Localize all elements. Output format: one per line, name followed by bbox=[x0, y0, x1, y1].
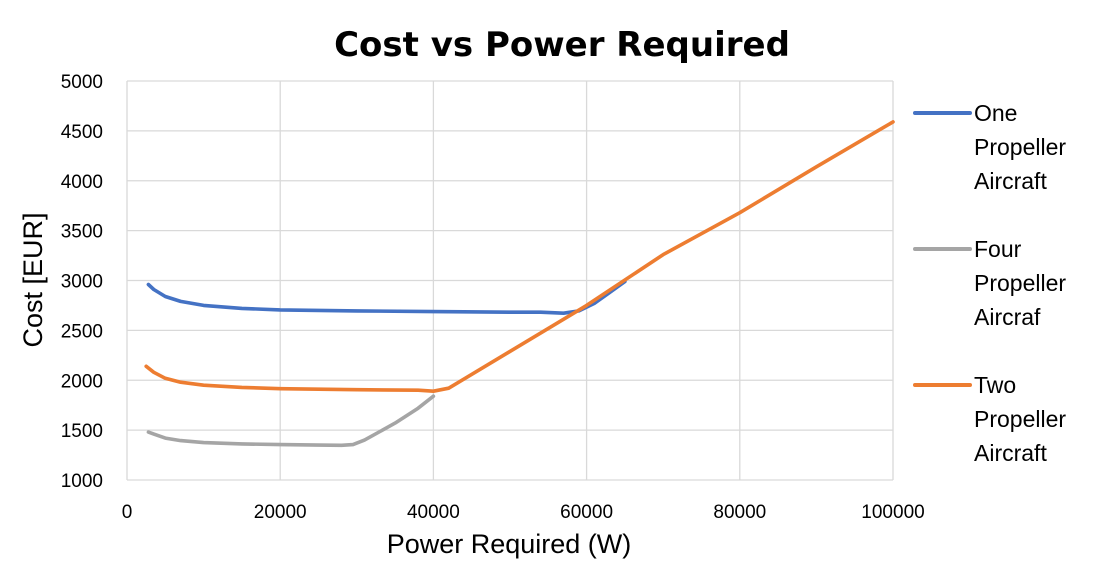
y-tick-label: 2500 bbox=[61, 321, 103, 342]
x-tick-label: 0 bbox=[122, 502, 133, 523]
x-axis-label: Power Required (W) bbox=[387, 529, 632, 559]
x-tick-label: 60000 bbox=[560, 502, 613, 523]
legend-label: Two bbox=[974, 372, 1016, 398]
y-tick-label: 4500 bbox=[61, 122, 103, 143]
gridlines bbox=[126, 80, 894, 481]
y-tick-label: 2000 bbox=[61, 371, 103, 392]
legend-label: Aircraft bbox=[974, 440, 1047, 466]
x-tick-label: 40000 bbox=[407, 502, 460, 523]
legend-label: Propeller bbox=[974, 406, 1066, 432]
y-axis-label: Cost [EUR] bbox=[18, 212, 48, 347]
y-tick-label: 5000 bbox=[61, 72, 103, 93]
legend-label: Aircraft bbox=[974, 168, 1047, 194]
x-tick-label: 80000 bbox=[713, 502, 766, 523]
y-tick-label: 3500 bbox=[61, 222, 103, 243]
legend-label: Four bbox=[974, 236, 1022, 262]
legend: One Propeller Aircraft Four Propeller Aircraf… bbox=[913, 100, 1066, 466]
legend-label: One bbox=[974, 100, 1017, 126]
chart-title: Cost vs Power Required bbox=[334, 25, 790, 65]
y-tick-label: 4000 bbox=[61, 172, 103, 193]
x-tick-label: 100000 bbox=[861, 502, 924, 523]
y-tick-label: 1500 bbox=[61, 421, 103, 442]
legend-label: Propeller bbox=[974, 134, 1066, 160]
series-line-0 bbox=[146, 279, 627, 316]
x-tick-labels: 0 20000 40000 60000 80000 100000 bbox=[122, 502, 925, 523]
legend-label: Aircraf bbox=[974, 304, 1041, 330]
y-tick-label: 3000 bbox=[61, 272, 103, 293]
y-tick-labels: 1000 1500 2000 2500 3000 3500 4000 4500 5000 bbox=[61, 72, 103, 492]
x-tick-label: 20000 bbox=[254, 502, 307, 523]
legend-label: Propeller bbox=[974, 270, 1066, 296]
series-line-2 bbox=[144, 120, 895, 394]
y-tick-label: 1000 bbox=[61, 471, 103, 492]
series-line-1 bbox=[146, 394, 436, 448]
series-lines bbox=[144, 120, 895, 448]
